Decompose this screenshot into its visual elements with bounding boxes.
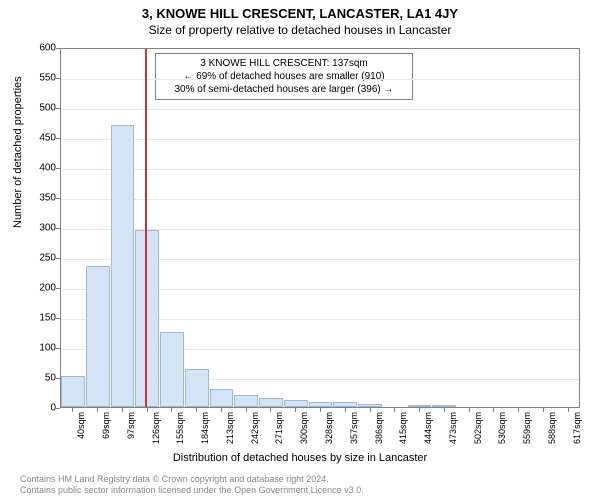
x-tick-label: 213sqm (225, 412, 235, 452)
y-tick (56, 138, 60, 139)
x-tick-label: 300sqm (299, 412, 309, 452)
x-tick (171, 408, 172, 412)
histogram-bar (333, 402, 357, 407)
y-tick-label: 100 (39, 343, 56, 354)
x-tick (493, 408, 494, 412)
histogram-bar (432, 405, 456, 407)
x-tick-label: 386sqm (374, 412, 384, 452)
y-tick-label: 50 (45, 373, 56, 384)
y-tick (56, 378, 60, 379)
x-tick (568, 408, 569, 412)
histogram-bar (408, 405, 432, 407)
x-tick (394, 408, 395, 412)
histogram-bar (259, 398, 283, 407)
y-tick (56, 48, 60, 49)
y-tick-label: 350 (39, 193, 56, 204)
y-tick-label: 400 (39, 163, 56, 174)
y-tick-label: 500 (39, 103, 56, 114)
x-tick-label: 559sqm (522, 412, 532, 452)
x-tick (147, 408, 148, 412)
x-tick (221, 408, 222, 412)
x-tick-label: 415sqm (398, 412, 408, 452)
y-tick-label: 150 (39, 313, 56, 324)
histogram-bar (61, 376, 85, 407)
x-tick-label: 328sqm (324, 412, 334, 452)
y-tick-label: 250 (39, 253, 56, 264)
y-tick-label: 300 (39, 223, 56, 234)
x-tick (246, 408, 247, 412)
gridline (61, 139, 579, 140)
x-tick (345, 408, 346, 412)
annotation-line2: ← 69% of detached houses are smaller (91… (162, 70, 406, 83)
histogram-bar (234, 395, 258, 407)
gridline (61, 199, 579, 200)
annotation-line3: 30% of semi-detached houses are larger (… (162, 83, 406, 96)
x-tick-label: 69sqm (101, 412, 111, 452)
x-tick-label: 473sqm (448, 412, 458, 452)
x-tick (419, 408, 420, 412)
x-tick (469, 408, 470, 412)
y-tick (56, 108, 60, 109)
y-tick (56, 348, 60, 349)
x-axis-label: Distribution of detached houses by size … (0, 452, 600, 464)
y-tick (56, 288, 60, 289)
x-tick-label: 357sqm (349, 412, 359, 452)
x-tick (97, 408, 98, 412)
footer-line2: Contains public sector information licen… (20, 485, 364, 496)
x-tick-label: 97sqm (126, 412, 136, 452)
x-tick (444, 408, 445, 412)
y-tick-label: 450 (39, 133, 56, 144)
y-tick (56, 408, 60, 409)
histogram-bar (160, 332, 184, 407)
y-tick (56, 78, 60, 79)
x-tick-label: 242sqm (250, 412, 260, 452)
x-tick (320, 408, 321, 412)
y-tick-label: 200 (39, 283, 56, 294)
x-tick-label: 530sqm (497, 412, 507, 452)
x-tick-label: 588sqm (547, 412, 557, 452)
x-tick (122, 408, 123, 412)
x-tick (270, 408, 271, 412)
footer-line1: Contains HM Land Registry data © Crown c… (20, 474, 364, 485)
marker-line (145, 49, 147, 407)
x-tick-label: 444sqm (423, 412, 433, 452)
y-tick-label: 600 (39, 43, 56, 54)
annotation-line1: 3 KNOWE HILL CRESCENT: 137sqm (162, 57, 406, 70)
x-tick (295, 408, 296, 412)
x-tick (543, 408, 544, 412)
y-tick (56, 198, 60, 199)
y-tick-label: 550 (39, 73, 56, 84)
gridline (61, 169, 579, 170)
y-tick (56, 168, 60, 169)
chart-subtitle: Size of property relative to detached ho… (0, 21, 600, 41)
y-tick (56, 318, 60, 319)
x-tick-label: 184sqm (200, 412, 210, 452)
page-title: 3, KNOWE HILL CRESCENT, LANCASTER, LA1 4… (0, 0, 600, 21)
chart-plot-area: 3 KNOWE HILL CRESCENT: 137sqm ← 69% of d… (60, 48, 580, 408)
histogram-bar (358, 404, 382, 407)
histogram-bar (309, 402, 333, 407)
y-tick (56, 228, 60, 229)
x-tick-label: 271sqm (274, 412, 284, 452)
x-tick-label: 502sqm (473, 412, 483, 452)
y-axis-label: Number of detached properties (12, 76, 24, 228)
x-tick-label: 40sqm (76, 412, 86, 452)
histogram-bar (111, 125, 135, 407)
histogram-bar (284, 400, 308, 407)
x-tick (518, 408, 519, 412)
x-tick (72, 408, 73, 412)
x-tick (196, 408, 197, 412)
annotation-box: 3 KNOWE HILL CRESCENT: 137sqm ← 69% of d… (155, 53, 413, 100)
x-tick-label: 617sqm (572, 412, 582, 452)
gridline (61, 109, 579, 110)
y-tick (56, 258, 60, 259)
histogram-bar (185, 369, 209, 407)
x-tick-label: 155sqm (175, 412, 185, 452)
x-tick (370, 408, 371, 412)
footer-attribution: Contains HM Land Registry data © Crown c… (20, 474, 364, 496)
x-tick-label: 126sqm (151, 412, 161, 452)
histogram-bar (210, 389, 234, 407)
histogram-bar (86, 266, 110, 407)
gridline (61, 79, 579, 80)
